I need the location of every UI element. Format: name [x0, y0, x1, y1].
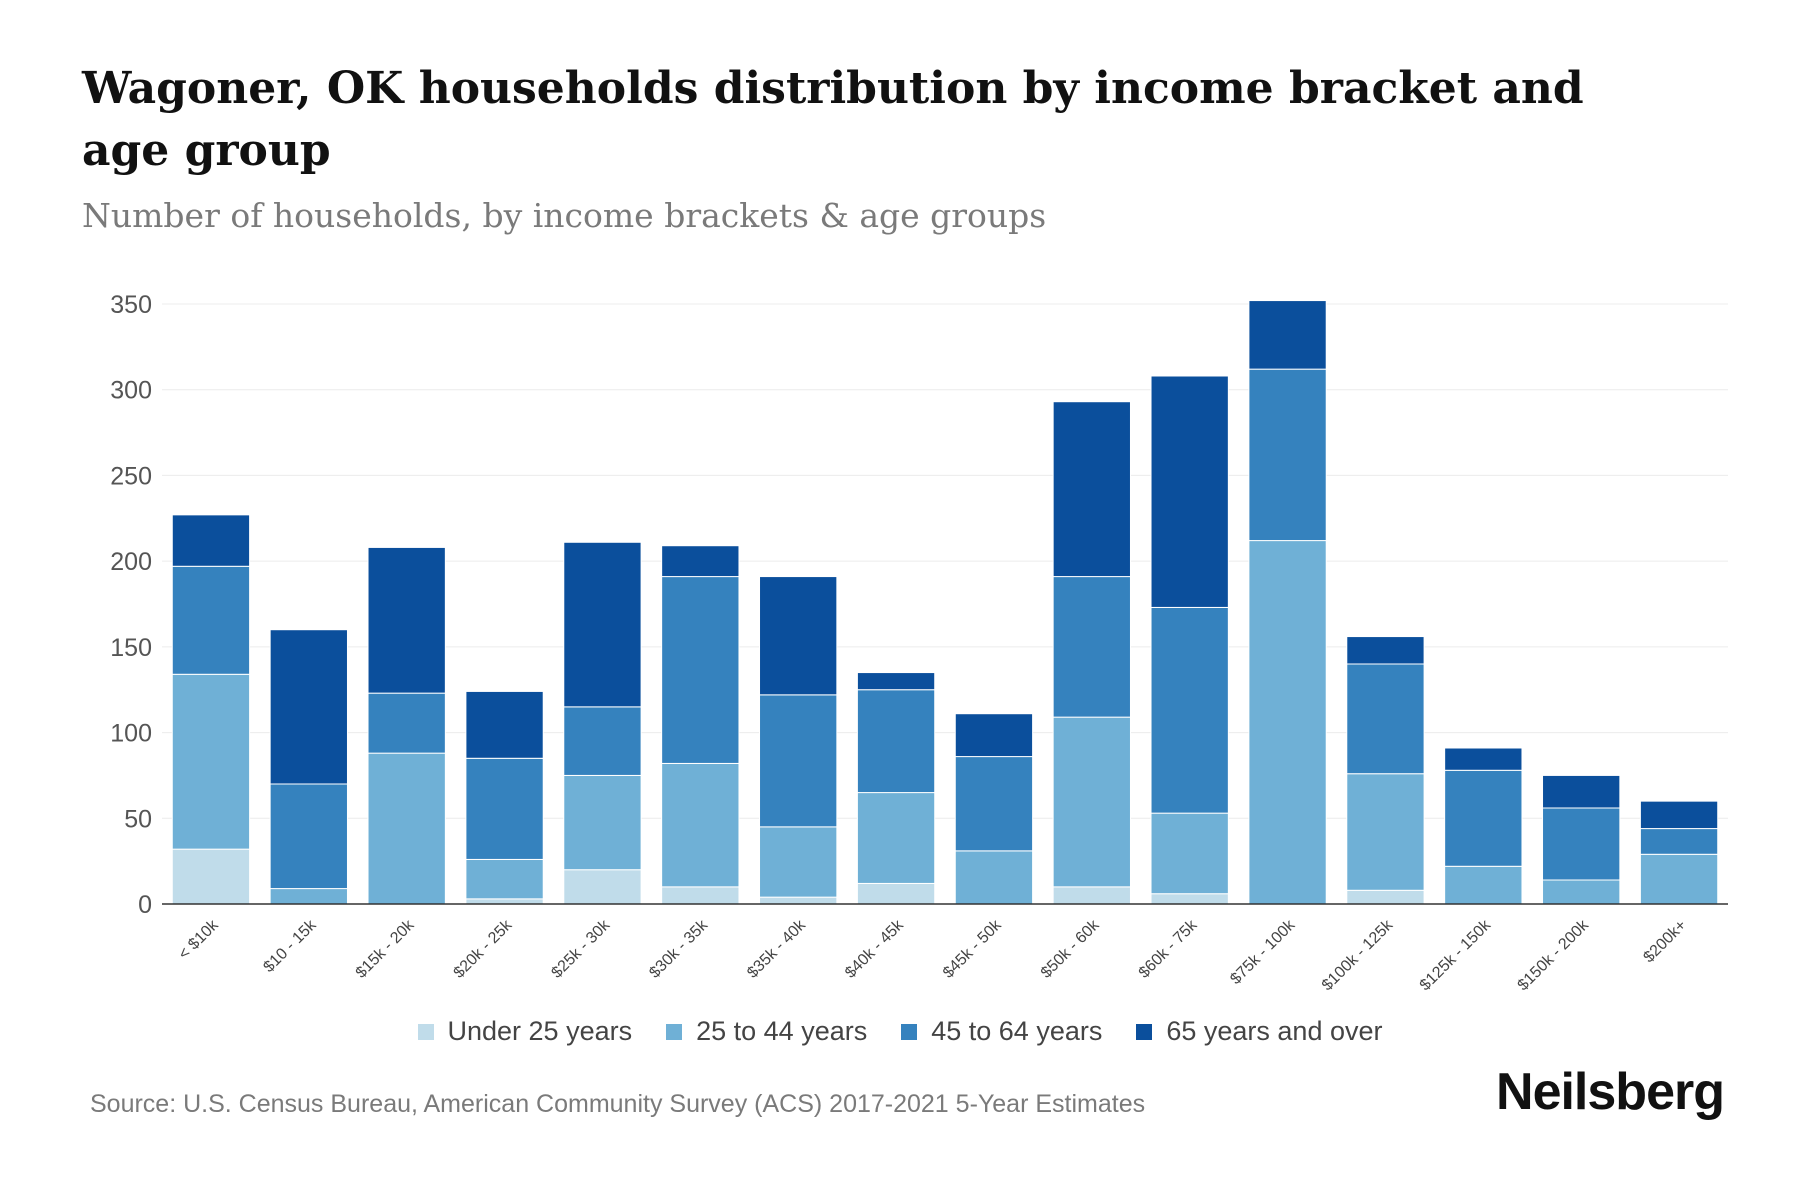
bar-segment — [563, 706, 642, 776]
x-tick-label: < $10k — [175, 916, 222, 963]
y-tick-label: 350 — [110, 291, 152, 319]
bar-segment — [171, 565, 251, 675]
bar-segment — [1150, 893, 1229, 905]
bar-segment — [1346, 773, 1425, 891]
bar-segment — [465, 898, 544, 905]
x-tick-label: $35k - 40k — [744, 916, 810, 982]
bar-segment — [1150, 606, 1229, 814]
brand-logo: Neilsberg — [1496, 1063, 1725, 1121]
bar-segment — [1346, 663, 1425, 775]
bar-segment — [367, 692, 446, 754]
x-tick-label: $40k - 45k — [842, 916, 908, 982]
y-tick-label: 0 — [138, 891, 152, 919]
x-tick-label: $30k - 35k — [646, 916, 712, 982]
x-tick-label: $100k - 125k — [1319, 916, 1397, 994]
bar-segment — [856, 882, 936, 905]
bar-segment — [563, 541, 642, 708]
y-tick-label: 300 — [110, 377, 152, 405]
chart-subtitle: Number of households, by income brackets… — [82, 196, 1047, 235]
legend-label: 45 to 64 years — [931, 1016, 1103, 1046]
y-tick-label: 100 — [110, 720, 152, 748]
bar-segment — [759, 576, 838, 696]
x-tick-label: $75k - 100k — [1227, 916, 1299, 988]
bar-segment — [1444, 769, 1523, 867]
legend-label: 65 years and over — [1166, 1016, 1383, 1046]
bar-segment — [1639, 853, 1719, 905]
legend-item: 65 years and over — [1136, 1016, 1383, 1047]
x-tick-label: $50k - 60k — [1038, 916, 1104, 982]
y-tick-label: 200 — [110, 548, 152, 576]
x-tick-label: $150k - 200k — [1515, 916, 1593, 994]
bar-segment — [269, 629, 348, 785]
legend-swatch — [901, 1023, 918, 1040]
bar-segment — [856, 792, 936, 884]
bar-segment — [1052, 401, 1131, 578]
bar-segment — [1248, 540, 1327, 905]
y-tick-label: 150 — [110, 634, 152, 662]
bar-segment — [1248, 300, 1327, 370]
bar-segment — [465, 757, 544, 860]
x-tick-label: $25k - 30k — [548, 916, 614, 982]
y-tick-label: 250 — [110, 462, 152, 490]
bar-segment — [465, 858, 544, 900]
y-tick-label: 50 — [124, 805, 152, 833]
bar-segment — [661, 576, 740, 764]
x-tick-label: $200k+ — [1640, 917, 1689, 966]
chart-legend: Under 25 years 25 to 44 years 45 to 64 yea… — [0, 1016, 1800, 1047]
bar-segment — [759, 826, 838, 898]
legend-swatch — [1136, 1023, 1153, 1040]
bar-segment — [1639, 828, 1719, 855]
bar-segment — [954, 713, 1034, 758]
bar-segment — [1052, 886, 1131, 905]
legend-swatch — [417, 1023, 434, 1040]
x-tick-label: $125k - 150k — [1417, 916, 1495, 994]
bar-segment — [759, 896, 838, 905]
bar-segment — [1150, 812, 1229, 895]
bar-segment — [1542, 774, 1621, 809]
bar-segment — [1346, 889, 1425, 905]
bar-segment — [1542, 807, 1621, 881]
bar-segment — [856, 689, 936, 794]
bar-segment — [954, 850, 1034, 905]
bar-segment — [1346, 636, 1425, 665]
bar-segment — [367, 546, 446, 694]
bar-segment — [1639, 800, 1719, 830]
x-tick-label: $10 - 15k — [260, 916, 320, 976]
bar-segment — [1150, 375, 1229, 608]
legend-label: 25 to 44 years — [696, 1016, 868, 1046]
legend-swatch — [666, 1023, 683, 1040]
legend-item: Under 25 years — [417, 1016, 633, 1047]
bar-segment — [1248, 368, 1327, 542]
x-tick-label: $60k - 75k — [1136, 916, 1202, 982]
bar-segment — [1052, 576, 1131, 718]
bar-segment — [465, 690, 544, 759]
bar-segment — [563, 774, 642, 871]
bar-segment — [1444, 865, 1523, 905]
bar-segment — [563, 869, 642, 905]
source-note: Source: U.S. Census Bureau, American Com… — [90, 1090, 1146, 1118]
bar-segment — [661, 762, 740, 888]
bar-segment — [1052, 716, 1131, 888]
bar-segment — [367, 752, 446, 905]
x-tick-label: $45k - 50k — [940, 916, 1006, 982]
stacked-bar-chart: 0 50 100 150 200 250 300 350 < $10k $10 - 15k $15k… — [110, 291, 1728, 994]
legend-label: Under 25 years — [447, 1016, 633, 1046]
bar-segment — [171, 673, 251, 850]
legend-item: 25 to 44 years — [666, 1016, 867, 1047]
bar-segment — [856, 672, 936, 691]
chart-title: Wagoner, OK households distribution by i… — [82, 63, 1584, 176]
bar-segment — [759, 694, 838, 828]
x-tick-label: $15k - 20k — [353, 916, 419, 982]
bar-segment — [171, 848, 251, 905]
bar-segment — [269, 888, 348, 905]
bar-segment — [954, 756, 1034, 852]
bar-segment — [171, 514, 251, 567]
legend-item: 45 to 64 years — [901, 1016, 1102, 1047]
bar-segment — [661, 545, 740, 578]
bar-segment — [1542, 879, 1621, 905]
x-tick-label: $20k - 25k — [451, 916, 517, 982]
bar-segment — [661, 886, 740, 905]
bar-segment — [269, 783, 348, 890]
bar-segment — [1444, 747, 1523, 771]
